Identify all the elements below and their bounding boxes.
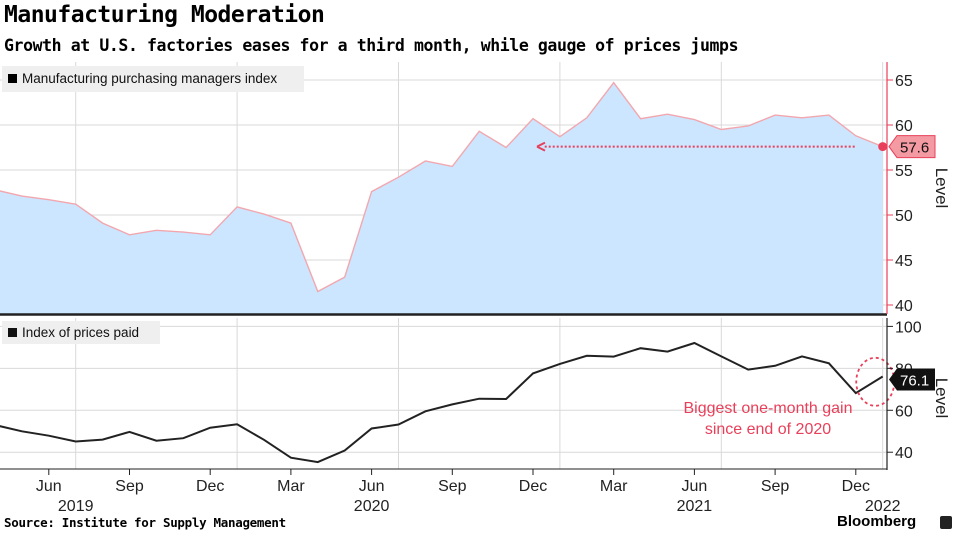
prices-latest-value: 76.1 (900, 373, 929, 390)
pmi-y-axis-title: Level (932, 168, 951, 209)
prices-y-tick-label: 40 (895, 445, 913, 462)
pmi-line (0, 81, 883, 293)
pmi-y-tick-label: 55 (895, 163, 913, 180)
prices-legend-label: Index of prices paid (22, 325, 139, 340)
prices-latest-tag-shape (889, 368, 935, 391)
x-year-label: 2020 (354, 498, 390, 515)
pmi-latest-value: 57.6 (900, 140, 929, 157)
prices-legend: Index of prices paid (2, 321, 160, 344)
x-tick-label: Sep (438, 478, 467, 495)
chart-subtitle: Growth at U.S. factories eases for a thi… (4, 36, 739, 55)
x-axis-ticks: Jun Sep Dec Mar Jun Sep Dec Mar Jun Sep Dec 2019 202… (36, 469, 901, 515)
source-note: Source: Institute for Supply Management (4, 515, 286, 530)
reference-arrow-head (536, 141, 546, 152)
pmi-y-tick-label: 60 (895, 118, 913, 135)
pmi-latest-dot (878, 142, 888, 152)
bloomberg-logo: Bloomberg (837, 513, 917, 530)
pmi-legend-swatch (8, 74, 17, 83)
chart-title: Manufacturing Moderation (4, 2, 325, 28)
x-year-label: 2019 (58, 498, 94, 515)
pmi-legend: Manufacturing purchasing managers index (2, 66, 304, 92)
x-tick-label: Jun (682, 478, 708, 495)
prices-y-axis-title: Level (932, 378, 951, 419)
annotation-line-1: Biggest one-month gain (684, 400, 853, 417)
pmi-y-tick-label: 40 (895, 298, 913, 315)
prices-legend-box (2, 321, 160, 344)
x-tick-label: Mar (600, 478, 628, 495)
pmi-legend-label: Manufacturing purchasing managers index (22, 71, 277, 86)
x-year-label: 2021 (677, 498, 713, 515)
annotation-line-2: since end of 2020 (705, 421, 831, 438)
prices-y-ticks: 406080100 (887, 319, 922, 462)
prices-legend-swatch (8, 328, 17, 337)
x-tick-label: Jun (359, 478, 385, 495)
pmi-y-tick-label: 50 (895, 208, 913, 225)
x-tick-label: Jun (36, 478, 62, 495)
prices-line (0, 341, 884, 464)
x-tick-label: Dec (842, 478, 870, 495)
prices-y-tick-label: 60 (895, 403, 913, 420)
prices-y-tick-label: 100 (895, 319, 922, 336)
reference-arrow (536, 141, 855, 152)
x-year-label: 2022 (865, 498, 901, 515)
x-tick-label: Sep (761, 478, 790, 495)
pmi-y-ticks: 40 45 50 55 60 65 (887, 73, 913, 315)
pmi-latest-tag: 57.6 (888, 135, 936, 159)
x-tick-label: Mar (277, 478, 305, 495)
x-tick-label: Sep (115, 478, 144, 495)
bloomberg-terminal-icon (940, 516, 952, 529)
x-tick-label: Dec (196, 478, 224, 495)
pmi-area-fill (0, 82, 883, 314)
prices-latest-tag: 76.1 (889, 368, 935, 391)
pmi-legend-box (2, 66, 304, 92)
pmi-y-tick-label: 65 (895, 73, 913, 90)
x-tick-label: Dec (519, 478, 547, 495)
pmi-latest-tag-shape (888, 135, 936, 159)
pmi-y-tick-label: 45 (895, 253, 913, 270)
